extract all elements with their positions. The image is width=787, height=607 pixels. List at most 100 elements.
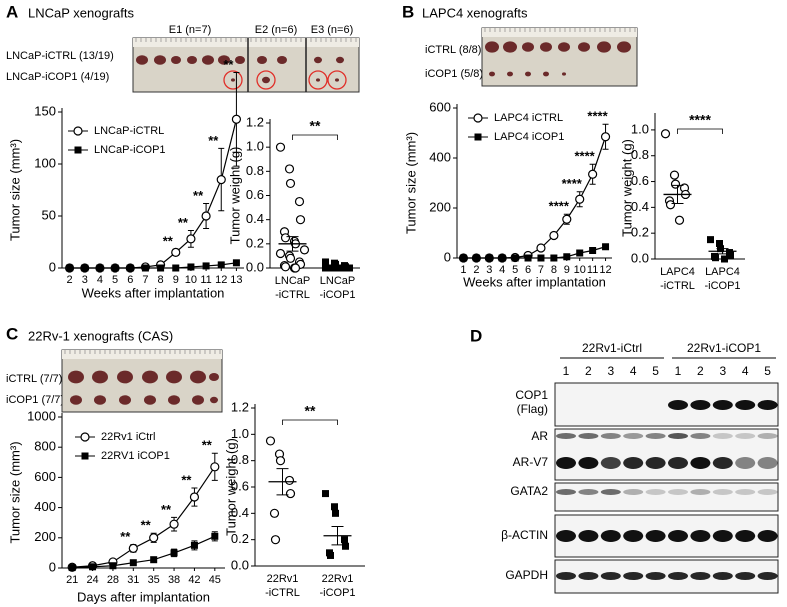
- band: [668, 433, 688, 439]
- tumor: [257, 56, 267, 64]
- y-axis-label: Tumor weight (g): [223, 438, 238, 536]
- marker: [332, 264, 339, 272]
- significance: **: [120, 529, 131, 544]
- marker: [186, 234, 196, 244]
- marker: [275, 142, 286, 152]
- marker: [284, 164, 295, 174]
- tumor: [190, 370, 206, 384]
- tumor: [68, 370, 84, 384]
- blot-row-label: β-ACTIN: [501, 528, 548, 542]
- marker: [149, 533, 159, 543]
- marker: [96, 264, 104, 272]
- marker: [331, 503, 338, 511]
- band: [600, 433, 621, 439]
- band: [757, 457, 778, 469]
- marker: [322, 490, 329, 498]
- y-tick-label: 100: [34, 155, 56, 170]
- photo-row-label: iCTRL (7/7): [6, 373, 62, 385]
- band: [735, 530, 756, 542]
- band: [556, 489, 576, 495]
- significance-bracket: [292, 134, 338, 140]
- y-tick-label: 0.4: [631, 199, 649, 214]
- photo-header: E2 (n=6): [255, 24, 298, 36]
- group-label: 22Rv1-iCOP1: [687, 341, 761, 355]
- tumor: [117, 370, 133, 384]
- x-tick-label: 7: [142, 274, 148, 286]
- marker: [332, 260, 339, 268]
- x-tick-label: LNCaP: [275, 275, 310, 287]
- marker: [473, 113, 483, 123]
- tumor: [166, 370, 182, 384]
- panel-title: LNCaP xenografts: [28, 5, 134, 20]
- tumor: [316, 78, 320, 82]
- y-tick-label: 200: [34, 529, 56, 544]
- x-tick-label: 45: [209, 574, 221, 586]
- marker: [674, 215, 685, 225]
- significance: **: [161, 502, 172, 517]
- band: [645, 433, 666, 439]
- x-tick-label: 22Rv1: [322, 573, 354, 585]
- tumor: [94, 395, 106, 405]
- tumor: [210, 396, 218, 404]
- tumor: [617, 41, 631, 53]
- highlight: [223, 70, 243, 90]
- marker: [89, 563, 97, 571]
- panel-label: B: [402, 2, 414, 21]
- x-axis-label: Weeks after implantation: [463, 274, 606, 289]
- legend-label: 22Rv1 iCtrl: [101, 431, 155, 443]
- x-tick-label: 8: [158, 274, 164, 286]
- y-tick-label: 0.6: [631, 173, 649, 188]
- band: [645, 530, 666, 542]
- y-tick-label: 1.2: [246, 114, 264, 129]
- y-tick-label: 50: [42, 207, 56, 222]
- marker: [589, 247, 597, 254]
- band: [578, 530, 599, 542]
- x-tick-label: 28: [107, 574, 119, 586]
- tumor: [262, 76, 270, 84]
- x-tick-label: 11: [200, 274, 211, 286]
- marker: [232, 259, 240, 267]
- significance: **: [208, 133, 219, 148]
- marker: [231, 114, 242, 124]
- tumor: [171, 56, 181, 64]
- x-tick-label: 5: [112, 274, 118, 286]
- blot-row-label: COP1: [515, 388, 548, 402]
- band: [757, 489, 778, 495]
- band: [578, 433, 599, 439]
- marker: [280, 262, 291, 272]
- marker: [474, 133, 482, 141]
- y-tick-label: 0.6: [231, 478, 249, 493]
- band: [600, 572, 621, 580]
- band: [645, 572, 666, 580]
- tumor: [578, 42, 590, 52]
- marker: [294, 196, 305, 207]
- marker: [202, 262, 210, 270]
- significance: ****: [549, 199, 570, 214]
- legend-label: LNCaP-iCOP1: [94, 144, 166, 156]
- significance: **: [163, 234, 174, 249]
- x-tick-label: 4: [97, 274, 103, 286]
- marker: [602, 243, 610, 251]
- marker: [524, 254, 532, 262]
- x-tick-label: -iCOP1: [704, 280, 740, 292]
- tumor: [168, 395, 180, 405]
- significance: ****: [575, 149, 596, 164]
- highlight: [327, 70, 347, 90]
- significance: **: [178, 215, 189, 230]
- y-axis-label: Tumor size (mm³): [7, 139, 22, 241]
- error-bar: [671, 184, 684, 204]
- marker: [295, 215, 306, 225]
- marker: [171, 247, 181, 257]
- significance: **: [202, 438, 213, 453]
- x-tick-label: LAPC4: [705, 266, 740, 278]
- band: [668, 457, 688, 469]
- tumor: [540, 42, 552, 52]
- marker: [485, 254, 493, 262]
- band: [556, 530, 576, 542]
- y-tick-label: 1.2: [231, 399, 249, 414]
- lane-label: 5: [764, 364, 771, 378]
- band: [712, 433, 733, 439]
- lane-label: 5: [652, 364, 659, 378]
- significance: **: [181, 472, 192, 487]
- marker: [337, 264, 344, 272]
